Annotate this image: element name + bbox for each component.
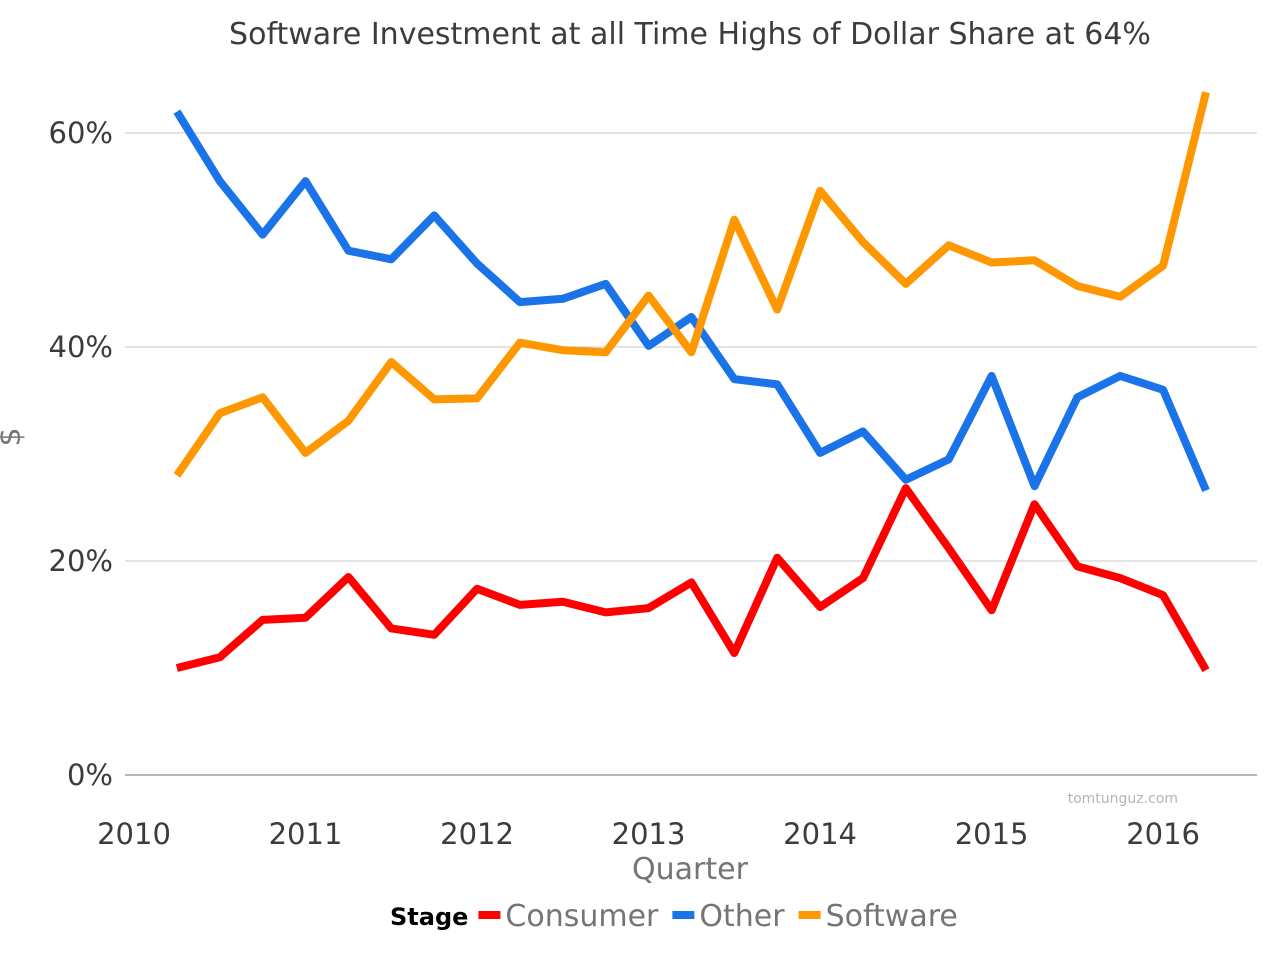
x-tick-label: 2014 — [783, 817, 857, 851]
series-line-other — [173, 109, 1210, 492]
legend-title: Stage — [390, 903, 468, 931]
gridlines — [125, 132, 1257, 776]
x-tick-label: 2015 — [955, 817, 1029, 851]
legend-label-software: Software — [826, 899, 958, 934]
series-lines — [173, 91, 1210, 673]
x-axis-label: Quarter — [632, 852, 749, 887]
chart-title: Software Investment at all Time Highs of… — [229, 17, 1151, 52]
y-tick-label: 40% — [49, 330, 113, 364]
series-line-consumer — [175, 484, 1210, 673]
series-line-software — [173, 91, 1210, 478]
y-tick-label: 0% — [67, 758, 113, 792]
x-tick-label: 2010 — [97, 817, 171, 851]
x-tick-label: 2012 — [440, 817, 514, 851]
y-tick-label: 20% — [49, 544, 113, 578]
legend-label-other: Other — [699, 899, 785, 934]
y-axis-label: $ — [0, 427, 28, 446]
x-tick-label: 2011 — [269, 817, 343, 851]
x-tick-label: 2016 — [1126, 817, 1200, 851]
y-tick-label: 60% — [49, 116, 113, 150]
y-axis-ticks: 0% 20% 40% 60% — [49, 116, 113, 792]
watermark: tomtunguz.com — [1068, 791, 1178, 807]
legend: Stage Consumer Other Software — [390, 899, 958, 934]
x-axis-ticks: 2010 2011 2012 2013 2014 2015 2016 — [97, 817, 1200, 851]
legend-label-consumer: Consumer — [505, 899, 659, 934]
x-tick-label: 2013 — [612, 817, 686, 851]
